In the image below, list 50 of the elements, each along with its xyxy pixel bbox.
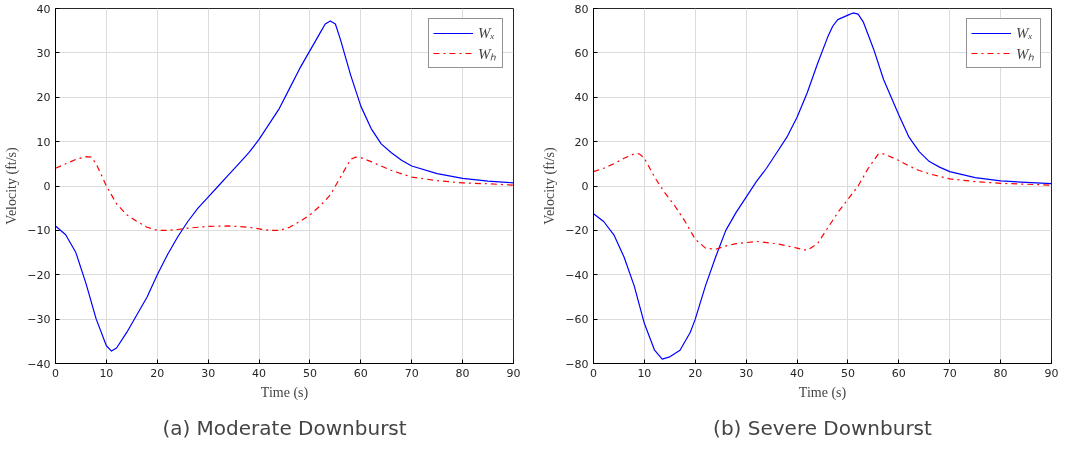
line-series: [593, 12, 1052, 360]
y-axis-title: Velocity (ft/s): [4, 146, 21, 225]
x-tick-label: 10: [99, 366, 114, 380]
x-tick-label: 40: [790, 366, 805, 380]
y-axis-title: Velocity (ft/s): [542, 146, 559, 225]
x-tick-label: 80: [455, 366, 470, 380]
y-tick-label: 20: [574, 135, 589, 149]
x-tick-label: 90: [1044, 366, 1059, 380]
y-tick-label: 0: [581, 180, 589, 193]
x-tick-label: 40: [252, 366, 267, 380]
x-tick-label: 60: [353, 366, 368, 380]
y-tick-label: −30: [27, 313, 51, 327]
legend-label: Wₕ: [478, 45, 498, 63]
y-tick-label: −60: [565, 313, 589, 327]
y-tick-label: −10: [27, 224, 51, 238]
x-tick-label: 70: [404, 366, 419, 380]
text: (b) Severe Downburst: [713, 415, 933, 440]
y-tick-label: −40: [27, 357, 51, 371]
y-tick-label: −40: [565, 268, 589, 282]
y-tick-label: 60: [574, 46, 589, 60]
x-tick-label: 60: [891, 366, 906, 380]
legend-label: Wₓ: [478, 24, 496, 42]
x-tick-label: 50: [840, 366, 855, 380]
text: (a) Moderate Downburst: [162, 415, 407, 440]
y-tick-label: 10: [36, 135, 51, 149]
x-axis-title: Time (s): [260, 384, 309, 401]
x-tick-label: 90: [506, 366, 521, 380]
legend-label: Wₓ: [1016, 24, 1034, 42]
x-tick-label: 30: [201, 366, 216, 380]
legend-label: Wₕ: [1016, 45, 1036, 63]
x-tick-label: 20: [688, 366, 703, 380]
y-tick-label: −80: [565, 357, 589, 371]
x-tick-label: 80: [993, 366, 1008, 380]
x-tick-label: 20: [150, 366, 165, 380]
y-tick-label: 40: [574, 91, 589, 105]
x-tick-label: 10: [637, 366, 652, 380]
line-series: [55, 20, 514, 352]
y-tick-label: 30: [36, 46, 51, 60]
y-tick-label: 0: [43, 180, 51, 193]
line-series: [55, 156, 514, 231]
y-tick-label: 20: [36, 91, 51, 105]
x-tick-label: 30: [739, 366, 754, 380]
y-tick-label: 80: [574, 2, 589, 16]
x-tick-label: 50: [302, 366, 317, 380]
x-axis-title: Time (s): [798, 384, 847, 401]
y-tick-label: −20: [27, 268, 51, 282]
y-tick-label: −20: [565, 224, 589, 238]
line-series: [593, 153, 1052, 251]
y-tick-label: 40: [36, 2, 51, 16]
x-tick-label: 70: [942, 366, 957, 380]
